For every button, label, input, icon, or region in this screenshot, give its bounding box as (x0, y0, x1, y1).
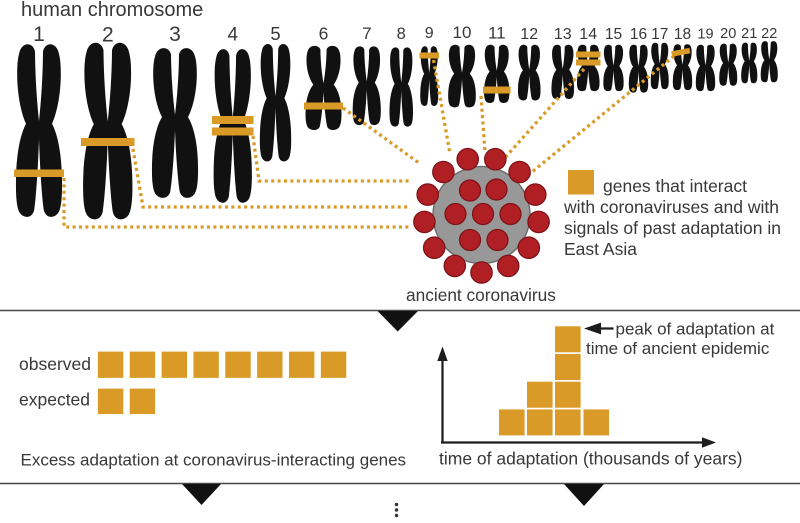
svg-text:genes that interact: genes that interact (603, 176, 747, 196)
svg-text:16: 16 (630, 26, 647, 43)
svg-text:time of adaptation (thousands: time of adaptation (thousands of years) (439, 449, 743, 469)
svg-text:4: 4 (228, 25, 239, 46)
svg-text:15: 15 (605, 26, 622, 43)
svg-text:5: 5 (270, 23, 280, 44)
svg-text:peak of adaptation at: peak of adaptation at (616, 320, 775, 339)
svg-text:11: 11 (488, 24, 506, 43)
svg-text:East Asia: East Asia (564, 239, 637, 259)
svg-text:3: 3 (169, 23, 181, 46)
svg-text:7: 7 (362, 24, 371, 43)
svg-text:9: 9 (425, 25, 434, 42)
svg-text:human chromosome: human chromosome (21, 0, 203, 21)
svg-text:ancient coronavirus: ancient coronavirus (406, 285, 556, 305)
svg-text:observed: observed (19, 354, 91, 374)
svg-text:19: 19 (697, 27, 713, 43)
svg-text:22: 22 (761, 26, 777, 42)
svg-text:2: 2 (102, 24, 114, 47)
svg-text:14: 14 (579, 26, 597, 43)
svg-text:time of ancient epidemic: time of ancient epidemic (586, 339, 770, 358)
svg-text:21: 21 (741, 26, 757, 42)
svg-text:18: 18 (674, 26, 691, 43)
svg-text:8: 8 (397, 25, 406, 43)
svg-text:20: 20 (720, 26, 736, 42)
svg-text:1: 1 (33, 23, 45, 46)
svg-text:12: 12 (520, 26, 538, 43)
svg-text:13: 13 (554, 26, 572, 43)
svg-text:17: 17 (651, 26, 668, 43)
svg-text:signals of past adaptation in: signals of past adaptation in (564, 218, 781, 238)
svg-text:Excess adaptation at coronavir: Excess adaptation at coronavirus-interac… (21, 451, 407, 470)
svg-text:6: 6 (319, 24, 329, 44)
svg-text:expected: expected (19, 390, 90, 410)
svg-text:with coronaviruses and with: with coronaviruses and with (563, 197, 779, 217)
svg-text:10: 10 (453, 23, 472, 42)
